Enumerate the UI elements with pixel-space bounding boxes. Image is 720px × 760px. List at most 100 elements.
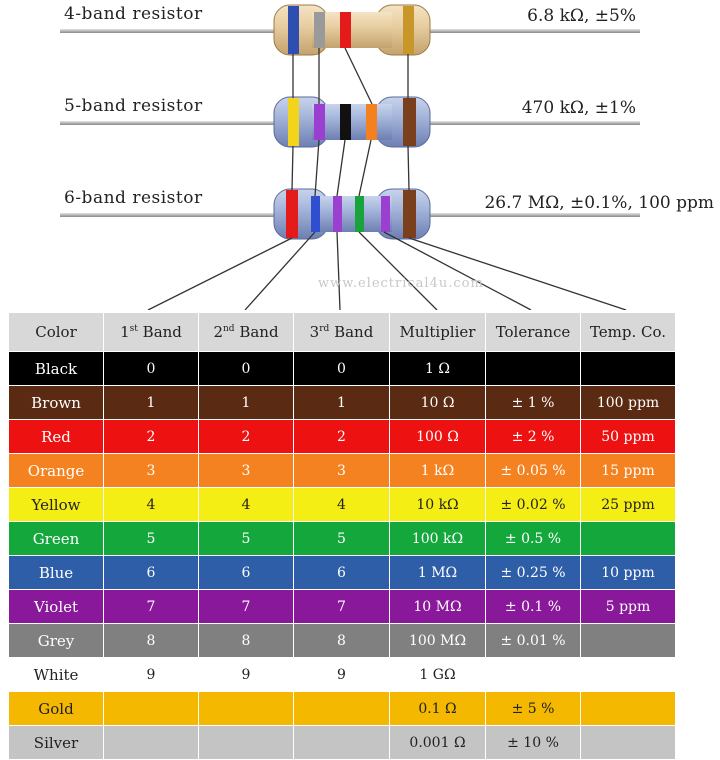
table-row: Black 0 0 0 1 Ω — [8, 351, 676, 386]
tempco-cell: 15 ppm — [580, 453, 676, 488]
band2-cell: 7 — [198, 589, 294, 624]
color-name-cell: Silver — [8, 725, 104, 760]
band2-cell — [198, 725, 294, 760]
band3-cell: 1 — [293, 385, 390, 420]
resistor-5band-label: 5-band resistor — [64, 96, 203, 116]
band2-cell: 1 — [198, 385, 294, 420]
tempco-cell — [580, 623, 676, 658]
band1-cell: 0 — [103, 351, 199, 386]
resistor-6band — [273, 188, 431, 240]
resistor-drawing — [60, 4, 640, 311]
header-band2: 2nd Band — [198, 312, 294, 352]
tempco-cell: 100 ppm — [580, 385, 676, 420]
table-row: Silver 0.001 Ω ± 10 % — [8, 725, 676, 760]
band-gold — [403, 6, 414, 54]
multiplier-cell: 1 Ω — [389, 351, 486, 386]
band1-cell — [103, 691, 199, 726]
tempco-cell — [580, 691, 676, 726]
band-red — [286, 190, 298, 238]
header-tolerance: Tolerance — [485, 312, 581, 352]
table-row: White 9 9 9 1 GΩ — [8, 657, 676, 692]
tolerance-cell — [485, 351, 581, 386]
multiplier-cell: 100 kΩ — [389, 521, 486, 556]
color-name-cell: Black — [8, 351, 104, 386]
color-name-cell: Grey — [8, 623, 104, 658]
tempco-cell: 25 ppm — [580, 487, 676, 522]
table-row: Orange 3 3 3 1 kΩ ± 0.05 % 15 ppm — [8, 453, 676, 488]
color-code-table: Color 1st Band 2nd Band 3rd Band Multipl… — [8, 312, 676, 760]
watermark: www.electrical4u.com — [318, 276, 484, 291]
table-row: Violet 7 7 7 10 MΩ ± 0.1 % 5 ppm — [8, 589, 676, 624]
band1-cell: 5 — [103, 521, 199, 556]
table-row: Red 2 2 2 100 Ω ± 2 % 50 ppm — [8, 419, 676, 454]
band-violet — [314, 104, 325, 140]
table-header-row: Color 1st Band 2nd Band 3rd Band Multipl… — [8, 312, 676, 352]
multiplier-cell: 1 MΩ — [389, 555, 486, 590]
band3-cell: 0 — [293, 351, 390, 386]
band-black — [340, 104, 351, 140]
band-blue — [288, 6, 299, 54]
table-row: Yellow 4 4 4 10 kΩ ± 0.02 % 25 ppm — [8, 487, 676, 522]
band2-cell: 9 — [198, 657, 294, 692]
resistor-4band — [273, 4, 431, 56]
resistor-4band-label: 4-band resistor — [64, 4, 203, 24]
band2-cell: 5 — [198, 521, 294, 556]
band-brown — [403, 98, 416, 146]
band-violet — [333, 196, 342, 232]
band1-cell: 2 — [103, 419, 199, 454]
band1-cell: 8 — [103, 623, 199, 658]
tolerance-cell: ± 10 % — [485, 725, 581, 760]
band1-cell: 1 — [103, 385, 199, 420]
band-blue — [311, 196, 320, 232]
color-name-cell: Red — [8, 419, 104, 454]
tempco-cell — [580, 521, 676, 556]
table-row: Brown 1 1 1 10 Ω ± 1 % 100 ppm — [8, 385, 676, 420]
band3-cell — [293, 725, 390, 760]
tolerance-cell — [485, 657, 581, 692]
resistor-6band-value: 26.7 MΩ, ±0.1%, 100 ppm — [484, 193, 714, 213]
tolerance-cell: ± 0.02 % — [485, 487, 581, 522]
color-name-cell: Orange — [8, 453, 104, 488]
multiplier-cell: 1 kΩ — [389, 453, 486, 488]
band-yellow — [288, 98, 299, 146]
tolerance-cell: ± 0.1 % — [485, 589, 581, 624]
table-row: Green 5 5 5 100 kΩ ± 0.5 % — [8, 521, 676, 556]
resistor-4band-value: 6.8 kΩ, ±5% — [527, 6, 636, 26]
color-name-cell: Brown — [8, 385, 104, 420]
band-red — [340, 12, 351, 48]
band2-cell: 6 — [198, 555, 294, 590]
band-guide-lines — [147, 47, 627, 311]
color-name-cell: Yellow — [8, 487, 104, 522]
band-violet — [381, 196, 390, 232]
tempco-cell: 10 ppm — [580, 555, 676, 590]
resistor-5band-value: 470 kΩ, ±1% — [521, 98, 636, 118]
multiplier-cell: 100 MΩ — [389, 623, 486, 658]
band1-cell: 4 — [103, 487, 199, 522]
band3-cell: 5 — [293, 521, 390, 556]
tempco-cell: 50 ppm — [580, 419, 676, 454]
band1-cell: 9 — [103, 657, 199, 692]
tempco-cell — [580, 657, 676, 692]
tempco-cell — [580, 725, 676, 760]
header-multiplier: Multiplier — [389, 312, 486, 352]
table-row: Gold 0.1 Ω ± 5 % — [8, 691, 676, 726]
band2-cell: 2 — [198, 419, 294, 454]
tolerance-cell: ± 0.25 % — [485, 555, 581, 590]
header-tempco: Temp. Co. — [580, 312, 676, 352]
band2-cell: 8 — [198, 623, 294, 658]
table-row: Blue 6 6 6 1 MΩ ± 0.25 % 10 ppm — [8, 555, 676, 590]
multiplier-cell: 10 kΩ — [389, 487, 486, 522]
band3-cell: 9 — [293, 657, 390, 692]
header-color: Color — [8, 312, 104, 352]
multiplier-cell: 10 MΩ — [389, 589, 486, 624]
band1-cell: 6 — [103, 555, 199, 590]
tempco-cell — [580, 351, 676, 386]
resistor-diagram: 4-band resistor 6.8 kΩ, ±5% 5-band resis… — [0, 0, 720, 311]
band-grey — [314, 12, 325, 48]
band1-cell: 7 — [103, 589, 199, 624]
tolerance-cell: ± 0.05 % — [485, 453, 581, 488]
band-brown — [403, 190, 416, 238]
band-orange — [366, 104, 377, 140]
band3-cell: 4 — [293, 487, 390, 522]
band3-cell — [293, 691, 390, 726]
